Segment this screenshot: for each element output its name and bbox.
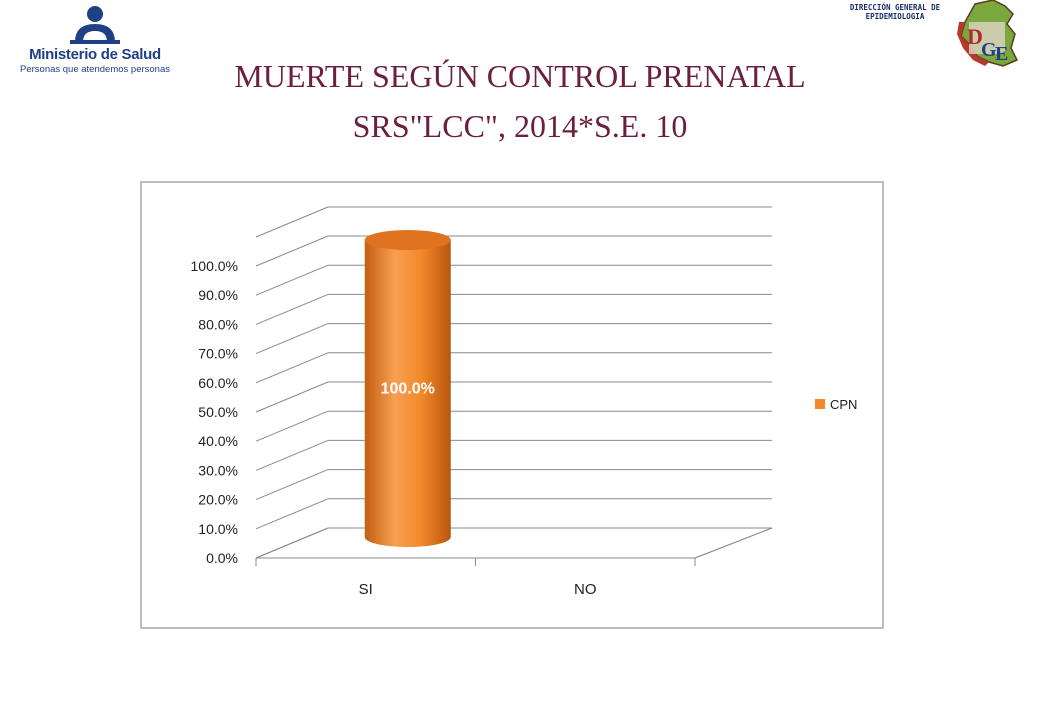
gridline-side [255,235,329,267]
y-tick-label: 20.0% [198,492,238,508]
floor-edge [694,527,773,559]
dge-map-logo-icon: D G E [957,0,1019,67]
y-tick-label: 0.0% [206,550,238,566]
gridline-side-top [255,206,329,238]
gridline-side [255,381,329,413]
person-emblem-icon [70,6,120,44]
ministerio-de-salud-logo: Ministerio de Salud Personas que atendem… [20,4,170,76]
gridline-side [255,264,329,296]
dge-letter-g: G [981,39,997,61]
y-tick-label: 30.0% [198,462,238,478]
gridline-side [255,527,329,559]
logo-tagline: Personas que atendemos personas [20,64,170,75]
chart-svg: 0.0% 10.0% 20.0% 30.0% 40.0% 50.0% 60.0% 70.0% 8… [191,206,857,598]
y-tick-label: 40.0% [198,433,238,449]
gridline-side [255,498,329,530]
dge-letter-e: E [995,43,1008,65]
chart-floor [255,527,773,559]
org-line-1: DIRECCIÓN GENERAL DE [849,3,941,12]
y-tick-label: 10.0% [198,521,238,537]
y-tick-label: 80.0% [198,316,238,332]
gridline-side [255,469,329,501]
bars-layer [364,230,451,547]
gridline-side [255,410,329,442]
gridline-side [255,293,329,325]
org-line-2: EPIDEMIOLOGIA [865,12,925,21]
gridline-side [255,439,329,471]
y-tick-label: 100.0% [191,258,238,274]
y-tick-label: 70.0% [198,346,238,362]
bar-cylinder-body [364,240,451,547]
logo-name: Ministerio de Salud [29,46,161,63]
data-label: 100.0% [381,381,435,398]
y-tick-label: 50.0% [198,404,238,420]
legend-label: CPN [830,397,857,412]
gridline-side [255,323,329,355]
y-tick-label: 60.0% [198,375,238,391]
legend-swatch [815,399,825,409]
labels-layer: 0.0% 10.0% 20.0% 30.0% 40.0% 50.0% 60.0% 70.0% 8… [191,258,597,598]
grid-layer [255,206,773,566]
x-tick-label: NO [574,581,597,598]
y-tick-label: 90.0% [198,287,238,303]
x-tick-label: SI [359,581,373,598]
bar-cylinder-top [364,230,451,250]
dge-letter-d: D [967,24,983,49]
chart-title-line-2: SRS"LCC", 2014*S.E. 10 [352,108,688,144]
gridline-side [255,352,329,384]
chart-title-line-1: MUERTE SEGÚN CONTROL PRENATAL [234,58,806,94]
org-name: DIRECCIÓN GENERAL DE EPIDEMIOLOGIA [820,3,970,21]
legend: CPN [815,397,857,412]
